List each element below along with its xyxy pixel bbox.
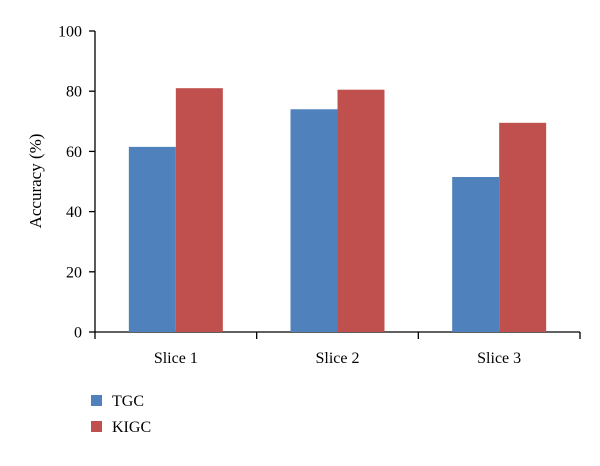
bar-kigc-slice-2 [337, 89, 385, 332]
legend-label-kigc: KIGC [112, 419, 151, 436]
y-axis-title: Accuracy (%) [26, 134, 45, 229]
x-category-label: Slice 3 [477, 350, 521, 367]
y-tick-label: 80 [66, 84, 82, 101]
legend-swatch-kigc [91, 421, 102, 432]
bar-tgc-slice-1 [128, 146, 176, 332]
plot-area: 0 20 40 60 80 100 Slice 1 Slice 2 Slice 3 [58, 24, 581, 367]
x-category-label: Slice 1 [154, 350, 198, 367]
y-tick-label: 40 [66, 204, 82, 221]
legend-label-tgc: TGC [112, 393, 144, 410]
y-tick-label: 0 [74, 325, 82, 342]
bar-kigc-slice-3 [499, 122, 547, 333]
legend-swatch-tgc [91, 395, 102, 406]
bar-tgc-slice-3 [452, 176, 500, 332]
bar-kigc-slice-1 [175, 88, 223, 332]
bar-tgc-slice-2 [290, 109, 338, 332]
legend: TGC KIGC [91, 393, 151, 436]
y-tick-label: 60 [66, 144, 82, 161]
x-category-label: Slice 2 [316, 350, 360, 367]
y-tick-label: 20 [66, 264, 82, 281]
y-tick-label: 100 [58, 24, 82, 41]
